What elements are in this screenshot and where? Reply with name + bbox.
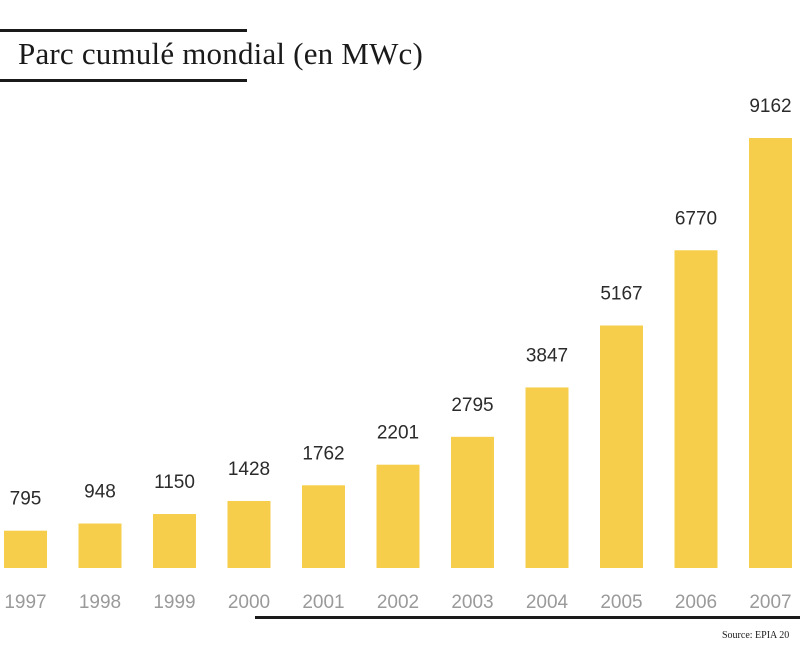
baseline-rule	[255, 616, 800, 619]
bar-2004	[525, 387, 569, 568]
data-label-2002: 2201	[377, 423, 419, 444]
data-label-2001: 1762	[302, 443, 344, 464]
bar-2006	[674, 250, 718, 568]
tick-label-2006: 2006	[675, 592, 717, 613]
bar-1997	[4, 530, 47, 568]
tick-label-2007: 2007	[749, 592, 791, 613]
tick-label-1997: 1997	[4, 592, 46, 613]
bar-2005	[600, 325, 643, 568]
bar-2003	[451, 436, 494, 568]
data-label-1999: 1150	[154, 472, 195, 493]
bar-2007	[749, 138, 792, 568]
tick-label-1998: 1998	[79, 592, 121, 613]
tick-label-2005: 2005	[600, 592, 642, 613]
tick-label-2001: 2001	[302, 592, 344, 613]
data-label-2004: 3847	[526, 345, 568, 366]
title-rule-bottom	[0, 79, 247, 82]
bar-1999	[153, 514, 196, 568]
chart-title: Parc cumulé mondial (en MWc)	[18, 36, 424, 71]
bar-2001	[302, 485, 345, 568]
tick-label-2004: 2004	[526, 592, 569, 613]
tick-label-1999: 1999	[153, 592, 195, 613]
bar-1998	[78, 523, 122, 568]
data-label-2003: 2795	[451, 395, 493, 416]
data-label-2007: 9162	[749, 96, 791, 117]
bar-2000	[227, 500, 271, 568]
tick-label-2002: 2002	[377, 592, 419, 613]
tick-label-2000: 2000	[228, 592, 270, 613]
source-note: Source: EPIA 20	[722, 630, 790, 641]
data-label-2006: 6770	[675, 208, 717, 229]
data-label-1998: 948	[84, 482, 116, 503]
bar-2002	[376, 464, 420, 568]
data-label-2000: 1428	[228, 459, 270, 480]
data-label-1997: 795	[10, 489, 42, 510]
tick-label-2003: 2003	[451, 592, 493, 613]
data-label-2005: 5167	[600, 283, 642, 304]
title-rule-top	[0, 29, 247, 32]
